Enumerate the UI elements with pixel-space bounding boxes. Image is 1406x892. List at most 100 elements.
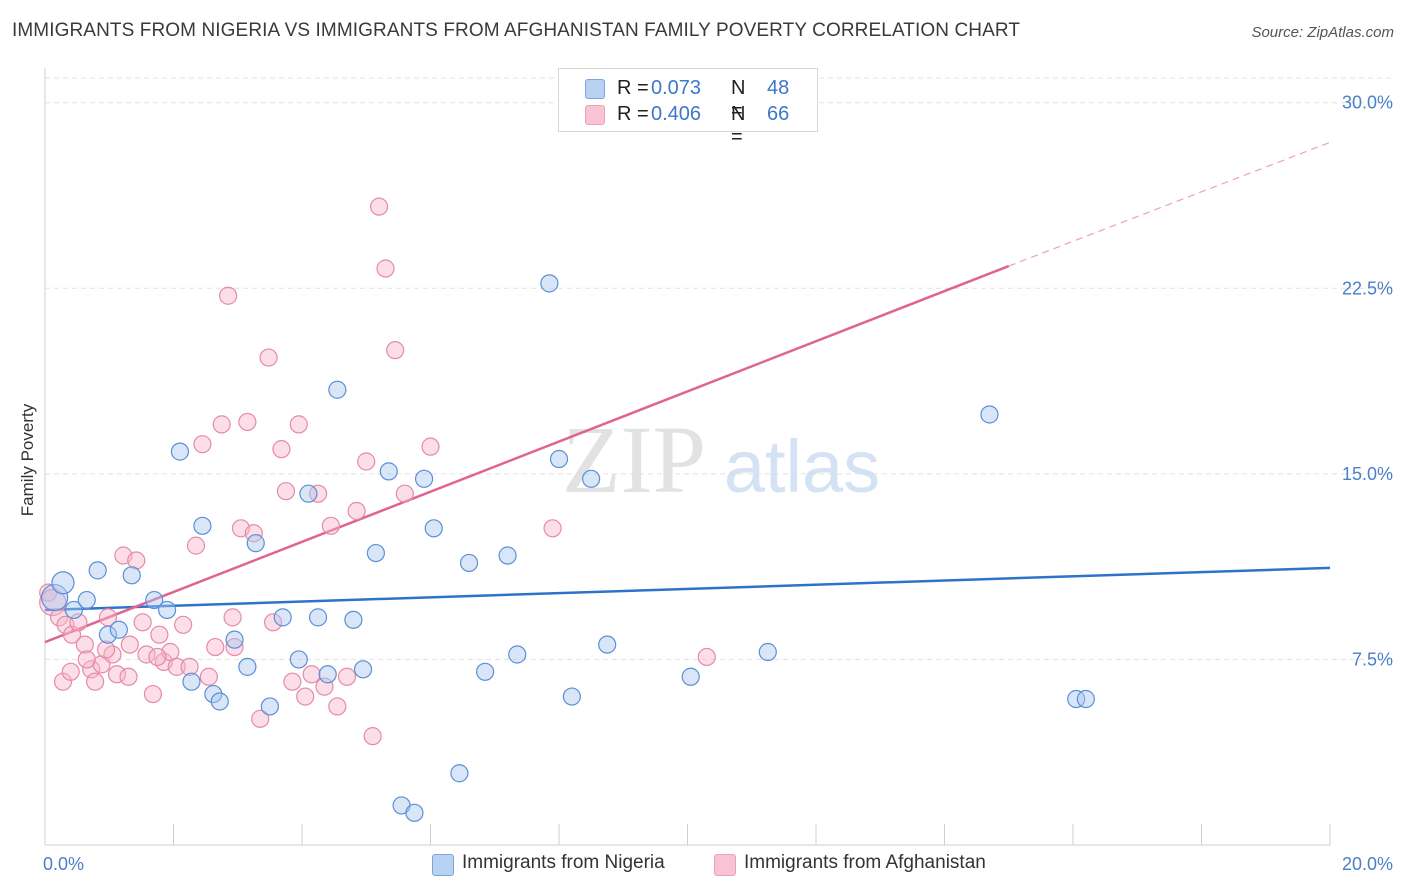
data-point-nigeria <box>318 665 337 684</box>
data-point-afghanistan <box>251 709 270 728</box>
source-credit: Source: ZipAtlas.com <box>1251 24 1394 41</box>
data-point-nigeria <box>170 442 190 461</box>
legend-swatch-nigeria <box>432 854 454 876</box>
data-point-nigeria <box>109 620 128 639</box>
data-point-afghanistan <box>370 197 389 216</box>
data-point-afghanistan <box>193 435 212 454</box>
watermark-zip: ZIP <box>562 406 706 513</box>
data-point-afghanistan <box>206 637 225 657</box>
y-tick-label: 7.5% <box>1352 649 1393 669</box>
n-label: N = <box>731 103 746 148</box>
data-point-nigeria <box>681 667 700 686</box>
data-point-nigeria <box>51 571 75 595</box>
r-label: R = <box>617 77 649 99</box>
data-point-afghanistan <box>259 348 278 367</box>
data-point-nigeria <box>64 600 84 620</box>
data-point-afghanistan <box>347 501 366 521</box>
trend-extension-afghanistan <box>1008 141 1331 267</box>
trend-line-afghanistan <box>44 264 1010 644</box>
data-point-nigeria <box>405 803 424 822</box>
data-point-afghanistan <box>272 440 291 459</box>
data-point-afghanistan <box>199 667 218 686</box>
r-value: 0.406 <box>651 103 702 125</box>
legend-swatch-afghanistan <box>714 854 736 876</box>
data-point-afghanistan <box>328 697 347 716</box>
data-point-afghanistan <box>289 415 308 434</box>
data-point-nigeria <box>273 608 292 627</box>
data-point-afghanistan <box>421 437 440 456</box>
data-point-afghanistan <box>133 613 152 632</box>
watermark-atlas: atlas <box>724 425 880 508</box>
data-point-afghanistan <box>53 672 73 691</box>
data-point-nigeria <box>758 642 777 662</box>
data-point-afghanistan <box>61 662 80 681</box>
data-point-afghanistan <box>225 637 244 657</box>
data-point-nigeria <box>1067 689 1086 709</box>
data-point-afghanistan <box>543 519 562 538</box>
r-label: R = <box>617 103 649 125</box>
data-point-nigeria <box>41 583 69 612</box>
data-point-afghanistan <box>697 647 716 667</box>
n-value: 66 <box>767 103 790 125</box>
data-point-nigeria <box>210 692 229 711</box>
data-point-afghanistan <box>363 727 382 746</box>
data-point-afghanistan <box>321 516 341 535</box>
data-point-nigeria <box>225 630 244 649</box>
data-point-nigeria <box>289 650 308 669</box>
x-tick-label: 20.0% <box>1342 854 1393 874</box>
data-point-nigeria <box>459 553 479 573</box>
data-point-afghanistan <box>276 482 296 501</box>
n-label: N = <box>731 77 746 122</box>
data-point-nigeria <box>77 590 96 610</box>
data-point-nigeria <box>328 380 347 399</box>
data-point-afghanistan <box>50 608 69 627</box>
data-point-nigeria <box>508 645 527 664</box>
legend-label-nigeria: Immigrants from Nigeria <box>462 852 665 873</box>
data-point-afghanistan <box>296 687 315 706</box>
data-point-nigeria <box>450 764 469 783</box>
data-point-nigeria <box>344 610 363 629</box>
data-point-afghanistan <box>120 635 139 654</box>
data-point-afghanistan <box>137 645 156 664</box>
data-point-afghanistan <box>75 635 94 654</box>
data-point-afghanistan <box>302 665 321 684</box>
data-point-afghanistan <box>337 667 357 686</box>
data-point-afghanistan <box>263 613 283 632</box>
watermark: ZIP atlas <box>562 406 880 513</box>
data-point-afghanistan <box>357 452 376 471</box>
data-point-nigeria <box>424 519 443 538</box>
data-point-afghanistan <box>186 536 206 555</box>
y-tick-label: 22.5% <box>1342 278 1393 298</box>
trend-layer <box>44 141 1331 644</box>
correlation-legend: R = 0.073 N = 48 R = 0.406 N = 66 <box>558 68 818 148</box>
points-layer <box>39 197 1095 822</box>
x-tick-label: 0.0% <box>43 854 84 874</box>
data-point-afghanistan <box>308 484 328 503</box>
data-point-afghanistan <box>39 583 58 602</box>
data-point-afghanistan <box>143 684 163 704</box>
data-point-nigeria <box>1076 689 1095 709</box>
data-point-nigeria <box>414 469 434 488</box>
data-point-afghanistan <box>376 259 395 278</box>
data-point-nigeria <box>238 657 257 676</box>
data-point-afghanistan <box>86 672 105 691</box>
data-point-afghanistan <box>238 412 257 432</box>
legend-swatch-afghanistan <box>585 105 605 125</box>
data-point-afghanistan <box>395 484 414 503</box>
data-point-nigeria <box>582 469 601 488</box>
data-point-afghanistan <box>96 640 116 659</box>
data-point-afghanistan <box>174 615 193 634</box>
data-point-nigeria <box>353 660 373 679</box>
data-point-nigeria <box>562 687 581 706</box>
data-point-nigeria <box>193 516 212 535</box>
trend-line-nigeria <box>44 566 1331 612</box>
data-point-nigeria <box>145 590 164 610</box>
data-point-nigeria <box>540 274 559 293</box>
data-point-nigeria <box>366 543 385 563</box>
data-point-afghanistan <box>223 608 242 627</box>
data-point-afghanistan <box>180 657 199 676</box>
y-tick-label: 30.0% <box>1342 93 1393 113</box>
data-point-afghanistan <box>212 415 231 434</box>
data-point-nigeria <box>204 684 223 704</box>
